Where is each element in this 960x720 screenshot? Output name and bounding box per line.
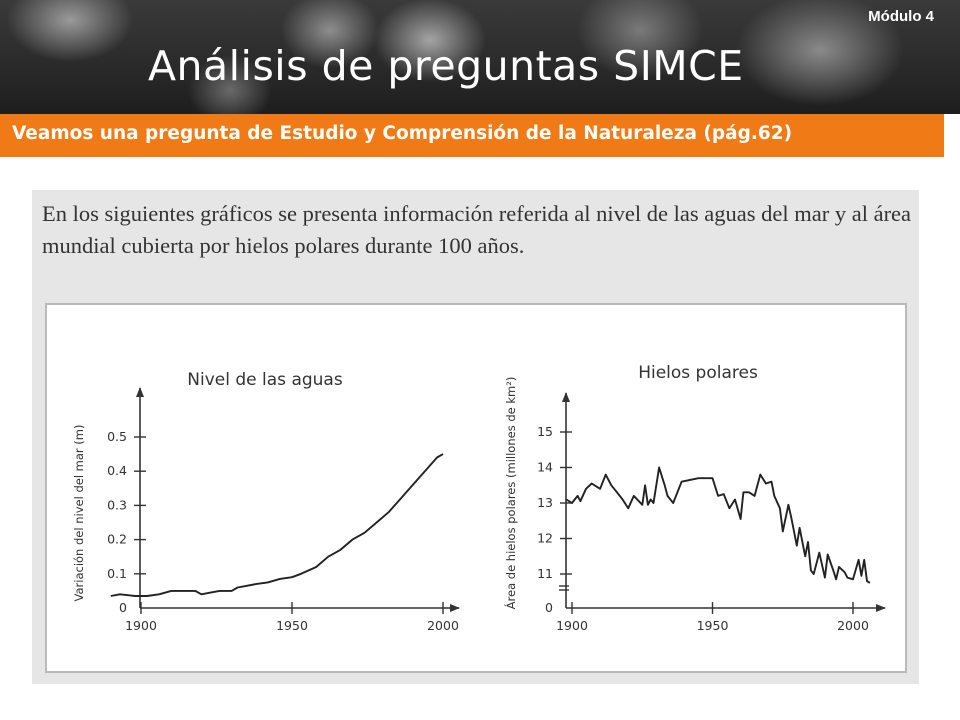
charts-svg: Nivel de las aguas Variación del nivel de… xyxy=(72,363,886,633)
chart2-ytick-label: 0 xyxy=(545,600,553,615)
chart1-xtick-label: 2000 xyxy=(427,618,459,633)
charts-panel: Nivel de las aguas Variación del nivel de… xyxy=(45,303,907,673)
chart1-x-axis-arrow xyxy=(450,604,460,612)
chart2-ytick-label: 11 xyxy=(537,566,553,581)
chart2-x-axis-arrow xyxy=(876,604,886,612)
page-title: Análisis de preguntas SIMCE xyxy=(148,42,744,90)
chart1-ytick-label: 0.5 xyxy=(107,429,127,444)
chart1-xtick-label: 1900 xyxy=(125,618,157,633)
question-box: En los siguientes gráficos se presenta i… xyxy=(32,190,919,684)
chart1-ytick-label: 0.3 xyxy=(107,497,127,512)
section-subtitle: Veamos una pregunta de Estudio y Compren… xyxy=(12,123,793,144)
chart1-ylabel: Variación del nivel del mar (m) xyxy=(72,425,86,602)
chart2-ytick-label: 13 xyxy=(537,495,553,510)
chart2-ytick-label: 12 xyxy=(537,531,553,546)
chart1-ytick-label: 0.2 xyxy=(107,532,127,547)
subtitle-bar: Veamos una pregunta de Estudio y Compren… xyxy=(0,114,960,157)
chart2-title: Hielos polares xyxy=(638,363,758,383)
chart2-xtick-label: 1900 xyxy=(556,618,588,633)
chart2-xtick-label: 1950 xyxy=(697,618,729,633)
chart2-y-axis-arrow xyxy=(562,392,570,402)
chart2-series-line xyxy=(565,466,871,584)
chart2-ytick-label: 15 xyxy=(537,424,553,439)
module-label: Módulo 4 xyxy=(868,8,934,25)
chart1-ytick-label: 0 xyxy=(119,600,127,615)
chart2-ylabel: Área de hielos polares (millones de km²) xyxy=(503,377,518,610)
chart1-ytick-label: 0.1 xyxy=(107,566,127,581)
chart2-ytick-label: 14 xyxy=(537,460,553,475)
chart1-ytick-label: 0.4 xyxy=(107,463,127,478)
chart2-xtick-label: 2000 xyxy=(837,618,869,633)
chart1-series-line xyxy=(110,453,444,597)
chart1-xtick-label: 1950 xyxy=(276,618,308,633)
chart1-y-axis-arrow xyxy=(136,387,144,397)
header-banner: Módulo 4 Análisis de preguntas SIMCE xyxy=(0,0,960,114)
question-text: En los siguientes gráficos se presenta i… xyxy=(42,201,912,258)
chart1-title: Nivel de las aguas xyxy=(187,370,343,390)
